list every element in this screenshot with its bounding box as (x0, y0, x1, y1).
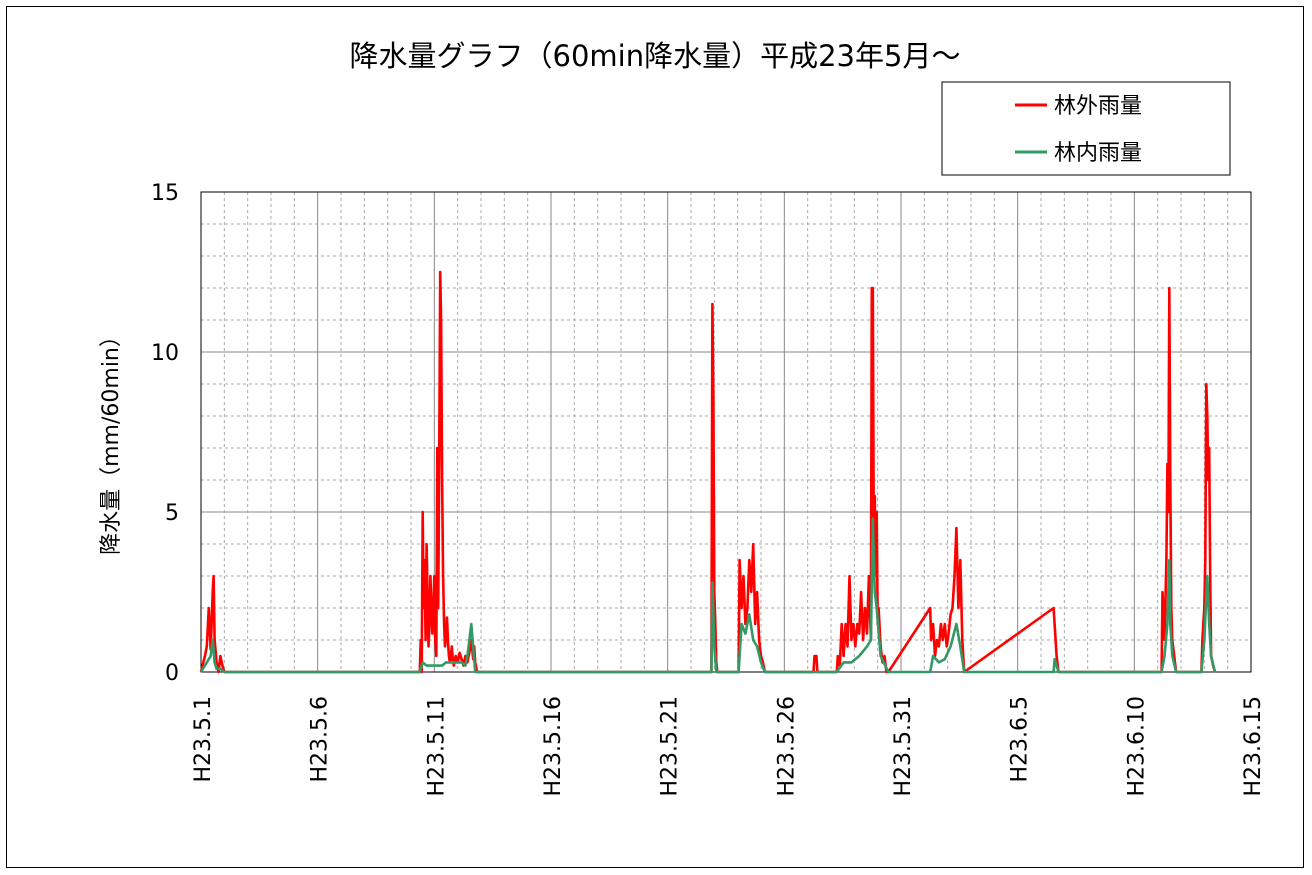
legend-label-inside-rain: 林内雨量 (1054, 141, 1142, 166)
y-tick-label: 0 (165, 661, 179, 686)
x-tick-label: H23.6.5 (1008, 696, 1033, 783)
y-axis-label: 降水量（mm/60min） (99, 325, 124, 555)
chart-title: 降水量グラフ（60min降水量）平成23年5月～ (350, 39, 961, 73)
tick-labels: 0 5 10 15 H23.5.1 H23.5.6 H23.5.11 H23.5.16 H23.… (151, 181, 1266, 797)
x-tick-label: H23.5.26 (774, 696, 799, 797)
legend-box (941, 81, 1231, 176)
series-line-0 (199, 270, 1217, 674)
x-tick-label: H23.5.1 (191, 696, 216, 783)
x-tick-label: H23.5.11 (424, 696, 449, 797)
legend-label-outside-rain: 林外雨量 (1054, 94, 1142, 119)
grid (201, 192, 1251, 672)
y-tick-label: 15 (151, 181, 179, 206)
x-tick-label: H23.5.16 (541, 696, 566, 797)
y-tick-label: 10 (151, 341, 179, 366)
series-line-1 (199, 517, 1217, 674)
series-layer (199, 270, 1217, 674)
x-tick-label: H23.6.15 (1241, 696, 1266, 797)
x-tick-label: H23.5.21 (658, 696, 683, 797)
x-tick-label: H23.5.6 (308, 696, 333, 783)
x-tick-label: H23.6.10 (1124, 696, 1149, 797)
x-tick-label: H23.5.31 (891, 696, 916, 797)
legend: 林外雨量 林内雨量 (941, 81, 1231, 176)
y-tick-label: 5 (165, 501, 179, 526)
plot-area (200, 191, 1252, 673)
